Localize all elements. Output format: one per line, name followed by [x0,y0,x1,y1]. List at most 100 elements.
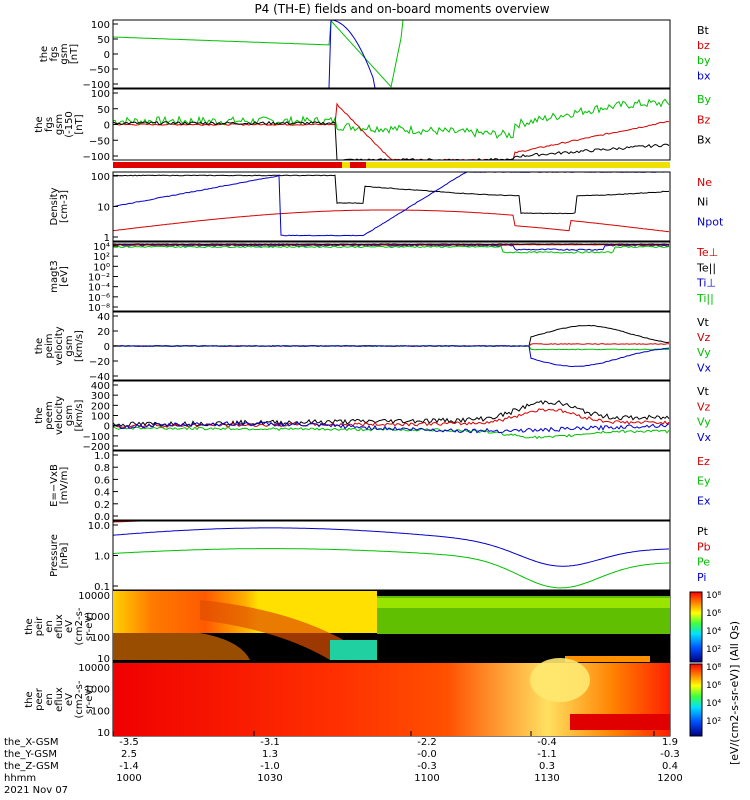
y-axis-label-line: the [34,407,45,423]
legend-entry: bx [697,69,711,82]
x-axis-value: -0.4 [537,737,557,748]
y-tick-label: 100 [91,20,110,31]
series-line-temperature-0 [112,244,670,251]
colorbar-upper [689,591,703,663]
colorbar-lower [689,663,703,737]
y-tick-label: 1 [104,233,110,244]
y-axis-label-line: [km/s] [74,399,85,431]
x-axis-value: 2.5 [121,749,137,760]
y-tick-label: −200 [83,442,110,453]
series-line-peem_velocity-1 [112,408,670,428]
y-tick-label: 100 [91,89,110,100]
legend-entry: Ne [697,176,712,189]
y-axis-label-line: peir [34,616,45,636]
panel-efield: 1.00.80.6 0.40.20.0 E=−VxB [mV/m] [49,450,671,523]
legend-entry: Vt [697,385,710,398]
y-tick-label: 100 [91,633,110,644]
y-tick-label: 100 [91,172,110,183]
y-axis-label: the peem velocity gsm [km/s] [34,396,85,435]
series-line-fgs_gsm_zoom-1 [112,102,670,161]
panel-peim_velocity: 40 20 0 −20 −40 the peim velocity gsm [km/s] [34,311,671,383]
y-tick-label: 50 [97,35,110,46]
series-line-fgs_gsm-0 [112,19,669,88]
panel-labels: Bt bz by bx By Bz Bx Ne Ni Npot Te⊥ Te|| Ti⊥ Ti|| Vt Vz… [696,24,724,584]
legend-entry: Ez [697,455,710,468]
peir-spectrogram [113,591,670,662]
legend-entry: Pb [697,540,711,553]
y-axis-label: Pressure [nPa] [49,534,70,577]
x-axis-row-label: hhmm [4,773,36,784]
panel-frame [112,19,671,89]
y-tick-label: 0 [104,342,110,353]
panel-frame [112,171,671,242]
legend-entry: Bt [697,24,710,37]
y-axis-label: E=−VxB [mV/m] [49,464,70,507]
y-tick-label: 0.0 [94,512,110,523]
legend-entry: Ex [697,494,711,507]
y-axis-label-line: [cm-3] [59,190,70,223]
status-bar-yellow [342,162,350,168]
y-tick-label: 1000 [85,685,110,696]
y-axis-label-line: (-150 [64,111,75,138]
legend-entry: Te⊥ [696,246,718,259]
y-tick-label: 100 [91,412,110,423]
y-tick-label: −50 [89,136,110,147]
y-axis-label-line: gsm [59,43,70,64]
y-tick-label: 10⁻⁴ [88,283,110,294]
y-axis-label-line: the [34,338,45,354]
y-tick-label: 1000 [85,612,110,623]
legend-entry: Ti|| [696,292,714,305]
y-tick-label: −50 [89,65,110,76]
legend-entry: Vx [697,431,712,444]
y-axis-label-line: Density [49,187,60,225]
y-tick-label: 10.0 [88,521,110,532]
figure-title: P4 (TH-E) fields and on-board moments ov… [254,2,549,16]
y-tick-label: 40 [97,312,110,323]
y-axis-label: the fgs gsm (-150 [nT] [34,111,85,138]
colorbar-tick-label: 10⁸ [706,591,721,601]
x-axis-value: 1000 [116,773,141,784]
y-axis-label: magt3 [eV] [49,260,70,293]
legend-entry: Vy [697,346,711,359]
y-axis-label-line: peer [34,687,45,711]
x-axis-row-label: the_Z-GSM [4,761,59,772]
series-line-density-1 [112,209,670,233]
legend-entry: Vt [697,316,710,329]
x-axis-value: -3.1 [260,737,280,748]
legend-entry: Pe [697,556,710,569]
x-axis-row-label: 2021 Nov 07 [4,785,68,796]
status-bar-red [113,162,342,168]
x-axis-value: 0.3 [539,761,555,772]
y-tick-label: 0.8 [94,463,110,474]
panel-fgs_gsm_zoom: 100 50 0 −50 −100 the fgs gsm (-150 [nT] [34,88,671,163]
y-axis-label-line: E=−VxB [49,464,60,507]
y-axis-label-line: (cm2-s- [74,607,85,645]
series-line-peem_velocity-2 [112,426,670,440]
y-tick-label: −100 [83,432,110,443]
legend-entry: Pt [697,525,709,538]
y-axis-label-line: eflux [54,687,65,712]
y-axis-label-line: en [44,693,55,706]
y-axis-label: the peim velocity gsm [km/s] [34,326,85,365]
x-axis-row-label: the_Y-GSM [4,749,57,760]
legend-entry: Ey [697,475,711,488]
y-tick-label: 10⁴ [93,242,110,253]
y-axis-label-line: [mV/m] [59,467,70,505]
series-line-peim_velocity-3 [112,345,669,367]
panel-frame [112,450,671,521]
y-axis-label-line: [eV] [59,266,70,287]
x-axis-value: -0.0 [417,749,437,760]
y-tick-label: 0.6 [94,475,110,486]
y-axis-label-line: Pressure [49,534,60,577]
y-tick-label: 1.0 [94,552,110,563]
colorbar-tick-label: 10⁶ [706,609,721,619]
colorbar-tick-label: 10² [706,717,721,727]
y-tick-label: 10⁻² [88,273,110,284]
legend-entry: Bx [697,134,712,147]
x-axis-value: -0.3 [417,761,437,772]
legend-entry: Vy [697,416,711,429]
legend-entry: Ti⊥ [696,277,716,290]
y-tick-label: 20 [97,327,110,338]
